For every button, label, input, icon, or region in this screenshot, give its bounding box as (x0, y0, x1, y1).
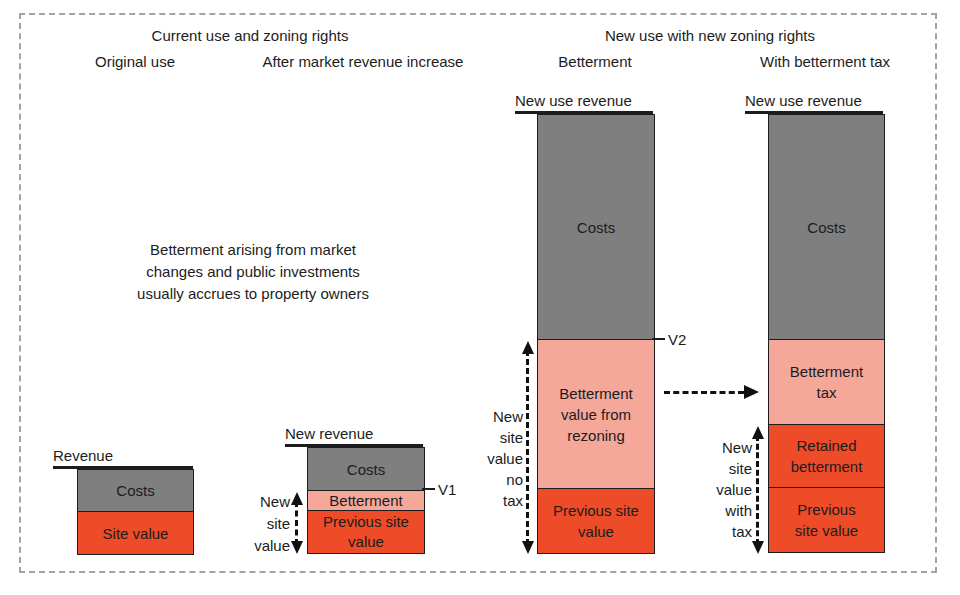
segment-previous-site-value: Previous site value (308, 510, 424, 553)
note-line: Betterment arising from market (95, 239, 411, 261)
dashed-arrow-shaft (756, 435, 759, 545)
annotation-word: New (708, 437, 752, 458)
up-down-arrow-icon (521, 341, 535, 554)
annotation-word: site (246, 513, 290, 535)
segment-betterment-tax: Betterment tax (769, 339, 884, 424)
column-label-after-market-increase: After market revenue increase (243, 53, 483, 70)
annotation-word: New (479, 406, 523, 427)
bar-betterment: Costs Betterment value from rezoning Pre… (537, 114, 655, 554)
column-label-betterment: Betterment (515, 53, 675, 70)
up-down-arrow-icon (751, 426, 765, 554)
segment-betterment-value: Betterment value from rezoning (538, 339, 654, 488)
annotation-word: value (479, 448, 523, 469)
annotation-word: value (708, 479, 752, 500)
segment-site-value: Site value (78, 511, 193, 554)
annotation-word: tax (708, 521, 752, 542)
revenue-label-market: New revenue (285, 425, 373, 442)
annotation-new-site-value-no-tax: New site value no tax (479, 406, 523, 511)
arrowhead-down-icon (522, 541, 534, 554)
section-title-new-use: New use with new zoning rights (480, 27, 940, 44)
annotation-word: value (246, 535, 290, 557)
up-down-arrow-icon (290, 492, 304, 554)
annotation-word: with (708, 500, 752, 521)
segment-costs: Costs (769, 115, 884, 339)
bar-original-use: Costs Site value (77, 469, 194, 555)
segment-retained-betterment: Retained betterment (769, 424, 884, 487)
segment-previous-site-value: Previous site value (538, 488, 654, 553)
annotation-new-site-value: New site value (246, 491, 290, 557)
v1-tick-line (422, 488, 435, 490)
segment-previous-site-value: Previous site value (769, 487, 884, 552)
betterment-note: Betterment arising from market changes a… (95, 239, 411, 305)
bar-with-betterment-tax: Costs Betterment tax Retained betterment… (768, 114, 885, 553)
arrowhead-down-icon (291, 541, 303, 554)
revenue-label-betterment: New use revenue (515, 92, 632, 109)
arrowhead-right-icon (744, 385, 759, 399)
v2-marker: V2 (668, 331, 686, 348)
column-label-with-betterment-tax: With betterment tax (735, 53, 915, 70)
annotation-word: tax (479, 490, 523, 511)
bar-after-market-increase: Costs Betterment Previous site value (307, 447, 425, 554)
revenue-label-original: Revenue (53, 447, 113, 464)
segment-costs: Costs (538, 115, 654, 339)
betterment-tax-diagram: Current use and zoning rights New use wi… (0, 0, 960, 595)
dashed-arrow-shaft (664, 391, 744, 394)
note-line: changes and public investments (95, 261, 411, 283)
annotation-word: New (246, 491, 290, 513)
annotation-word: site (708, 458, 752, 479)
segment-costs: Costs (308, 448, 424, 490)
annotation-word: site (479, 427, 523, 448)
arrowhead-down-icon (752, 541, 764, 554)
annotation-word: no (479, 469, 523, 490)
dashed-arrow-shaft (526, 350, 529, 545)
segment-betterment: Betterment (308, 490, 424, 510)
column-label-original-use: Original use (55, 53, 215, 70)
note-line: usually accrues to property owners (95, 283, 411, 305)
v1-marker: V1 (438, 481, 456, 498)
annotation-new-site-value-with-tax: New site value with tax (708, 437, 752, 542)
revenue-label-tax: New use revenue (745, 92, 862, 109)
segment-costs: Costs (78, 470, 193, 511)
dashed-arrow-shaft (295, 501, 298, 545)
right-arrow-icon (664, 385, 759, 399)
v2-tick-line (652, 338, 665, 340)
section-title-current-use: Current use and zoning rights (20, 27, 480, 44)
